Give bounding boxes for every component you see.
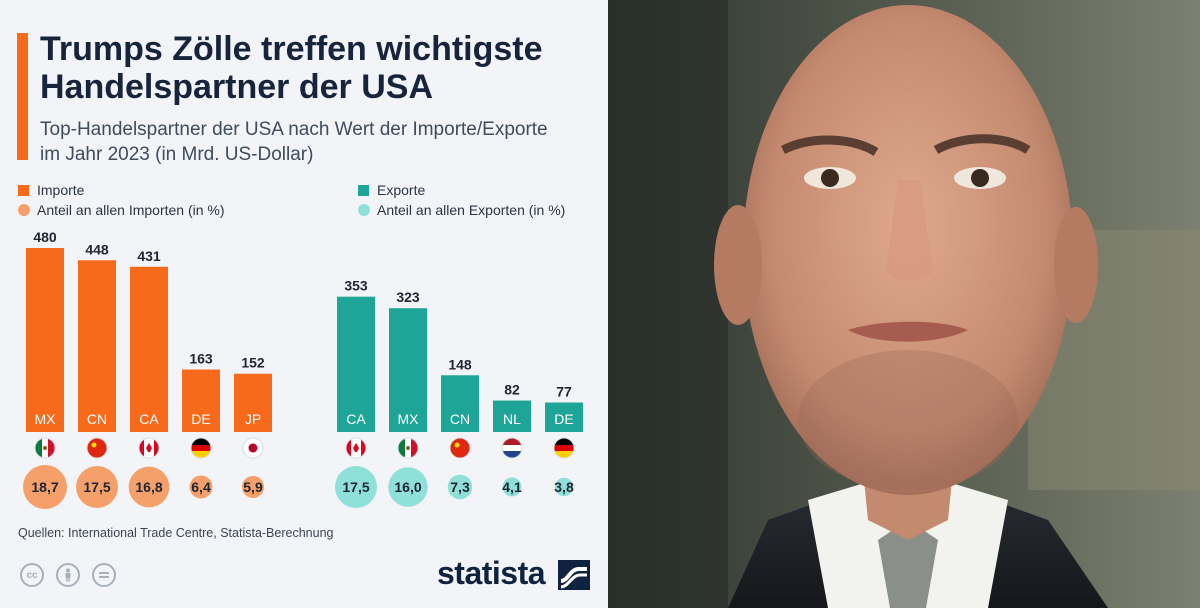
legend-import-share-label: Anteil an allen Importen (in %)	[37, 202, 225, 218]
bar-exports-mx	[389, 308, 427, 432]
value-label-exports-de: 77	[556, 383, 572, 399]
equals-icon	[99, 572, 109, 578]
flag-de-icon	[553, 437, 575, 459]
category-label-exports-mx: MX	[398, 411, 420, 427]
share-bubble-exports-ca	[335, 466, 377, 508]
share-label-imports-ca: 16,8	[135, 479, 162, 495]
legend-imports: Importe	[18, 182, 84, 198]
value-label-exports-mx: 323	[396, 289, 420, 305]
value-label-imports-jp: 152	[241, 355, 265, 371]
flag-ca-icon	[138, 437, 160, 459]
legend-export-share-label: Anteil an allen Exporten (in %)	[377, 202, 566, 218]
share-bubble-exports-mx	[388, 467, 428, 507]
chart-title: Trumps Zölle treffen wichtigste Handelsp…	[40, 30, 543, 106]
category-label-imports-cn: CN	[87, 411, 107, 427]
no-derivatives-icon[interactable]	[92, 563, 116, 587]
category-label-exports-cn: CN	[450, 411, 470, 427]
category-label-exports-nl: NL	[503, 411, 521, 427]
category-label-imports-mx: MX	[35, 411, 57, 427]
legend-exports: Exporte	[358, 182, 425, 198]
source-note: Quellen: International Trade Centre, Sta…	[18, 526, 334, 540]
flag-mx-icon	[397, 437, 419, 459]
value-label-exports-nl: 82	[504, 382, 520, 398]
share-bubble-exports-nl	[502, 477, 522, 497]
value-label-imports-cn: 448	[85, 241, 109, 257]
portrait-photo	[608, 0, 1200, 608]
value-label-imports-de: 163	[189, 351, 213, 367]
bar-exports-ca	[337, 296, 375, 432]
legend-exports-swatch	[358, 184, 369, 196]
bar-chart: 480 MX 18,7 448 CN 17,5 431 CA 16,8 163 DE 6,4 152 JP…	[23, 229, 583, 509]
flag-ca-icon	[345, 437, 367, 459]
flag-de-icon	[190, 437, 212, 459]
share-bubble-imports-jp	[241, 475, 265, 499]
legend-imports-swatch	[18, 184, 29, 196]
bar-exports-nl	[493, 400, 531, 432]
chart-subtitle: Top-Handelspartner der USA nach Wert der…	[40, 119, 548, 165]
value-label-imports-ca: 431	[137, 248, 161, 264]
infographic-panel: Trumps Zölle treffen wichtigste Handelsp…	[0, 0, 608, 608]
share-label-imports-de: 6,4	[191, 479, 211, 495]
share-label-exports-de: 3,8	[554, 479, 574, 495]
category-label-exports-de: DE	[554, 411, 573, 427]
flag-mx-icon	[34, 437, 56, 459]
legend-import-share-dot	[18, 204, 30, 216]
bar-exports-de	[545, 402, 583, 432]
bar-imports-mx	[26, 248, 64, 432]
share-bubble-imports-cn	[76, 466, 118, 508]
share-bubble-exports-de	[554, 477, 574, 497]
share-label-exports-cn: 7,3	[450, 479, 470, 495]
value-label-imports-mx: 480	[33, 229, 57, 245]
person-icon	[65, 568, 71, 582]
bar-imports-jp	[234, 373, 272, 432]
share-label-exports-mx: 16,0	[394, 479, 421, 495]
share-label-exports-ca: 17,5	[342, 479, 369, 495]
statista-logo-icon[interactable]	[558, 560, 590, 590]
flag-jp-icon	[242, 437, 264, 459]
portrait-man-image	[608, 0, 1200, 608]
bar-imports-cn	[78, 260, 116, 432]
legend-export-share-dot	[358, 204, 370, 216]
category-label-exports-ca: CA	[346, 411, 366, 427]
share-bubble-imports-de	[189, 475, 213, 499]
legend-export-share: Anteil an allen Exporten (in %)	[358, 202, 565, 218]
share-label-exports-nl: 4,1	[502, 479, 522, 495]
legend-imports-label: Importe	[37, 182, 85, 198]
share-bubble-imports-ca	[128, 466, 170, 508]
flag-cn-icon	[449, 437, 471, 459]
category-label-imports-de: DE	[191, 411, 210, 427]
flag-cn-icon	[86, 437, 108, 459]
bar-imports-ca	[130, 266, 168, 432]
attribution-icon[interactable]	[56, 563, 80, 587]
share-label-imports-cn: 17,5	[83, 479, 110, 495]
statista-wordmark[interactable]: statista	[437, 555, 546, 591]
bar-exports-cn	[441, 375, 479, 432]
cc-license-icon[interactable]: cc	[20, 563, 44, 587]
value-label-exports-cn: 148	[448, 356, 472, 372]
legend-import-share: Anteil an allen Importen (in %)	[18, 202, 225, 218]
title-accent-bar	[17, 33, 28, 160]
value-label-exports-ca: 353	[344, 278, 368, 294]
flag-nl-icon	[501, 437, 523, 459]
share-label-imports-mx: 18,7	[31, 479, 58, 495]
category-label-imports-ca: CA	[139, 411, 159, 427]
share-label-imports-jp: 5,9	[243, 479, 263, 495]
legend-exports-label: Exporte	[377, 182, 426, 198]
category-label-imports-jp: JP	[245, 411, 261, 427]
share-bubble-exports-cn	[447, 474, 473, 500]
bar-imports-de	[182, 369, 220, 432]
share-bubble-imports-mx	[23, 465, 67, 509]
